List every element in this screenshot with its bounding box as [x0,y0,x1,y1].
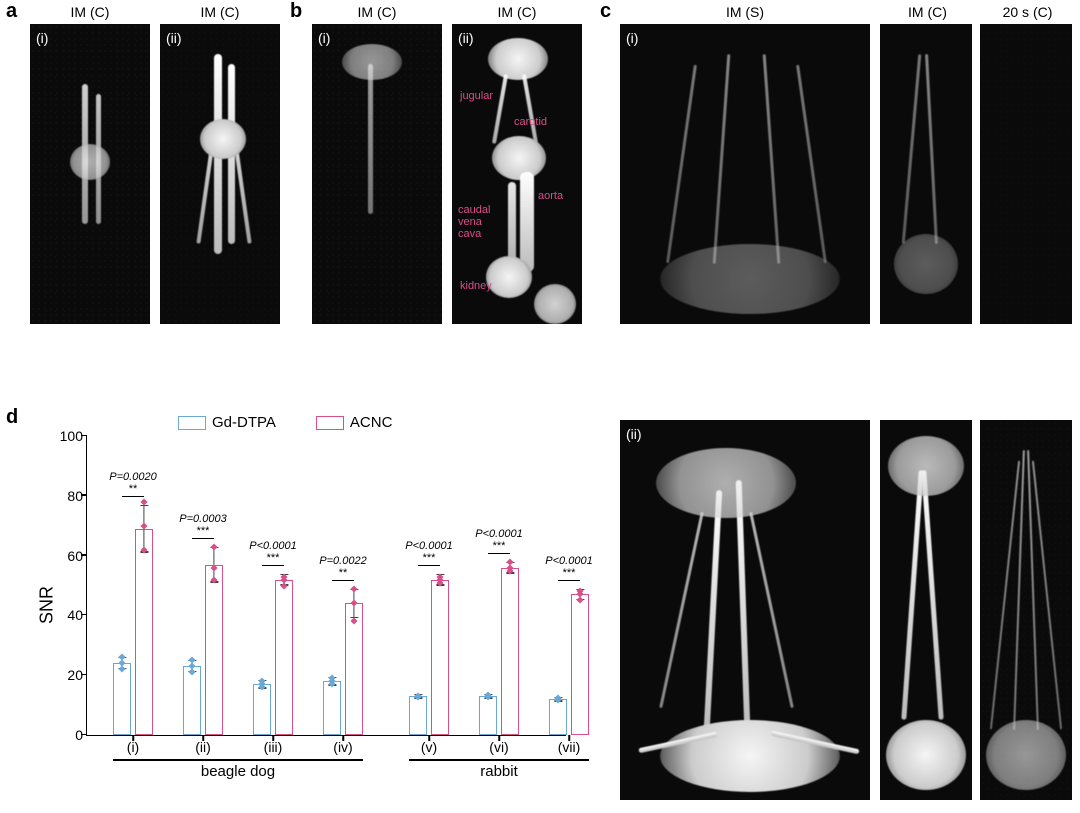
caption-c-1: IM (S) [620,4,870,20]
mri-b-i: (i) [312,24,442,324]
legend-label-gd: Gd-DTPA [212,414,276,431]
sublabel-b-ii: (ii) [458,30,474,46]
caption-a-ii: IM (C) [160,4,280,20]
sublabel-c-i: (i) [626,30,638,46]
panel-label-b: b [290,0,302,23]
panel-label-a: a [6,0,17,23]
caption-b-ii: IM (C) [452,4,582,20]
vlabel-carotid: carotid [514,116,547,128]
vlabel-aorta: aorta [538,190,563,202]
sublabel-b-i: (i) [318,30,330,46]
panel-label-d: d [6,406,18,429]
mri-c-i-c [880,24,972,324]
panel-label-c: c [600,0,611,23]
vlabel-cvc: caudal vena cava [458,204,490,240]
mri-c-ii-20s [980,420,1072,800]
snr-chart: SNR Gd-DTPA ACNC 020406080100(i)(ii)(iii… [28,410,588,800]
mri-a-ii: (ii) [160,24,280,324]
chart-ylabel: SNR [37,586,58,624]
mri-b-ii: (ii) jugular carotid aorta caudal vena c… [452,24,582,324]
vlabel-jugular: jugular [460,90,493,102]
legend-item-acnc: ACNC [316,414,393,431]
legend-item-gd: Gd-DTPA [178,414,276,431]
mri-c-ii-c [880,420,972,800]
sublabel-a-ii: (ii) [166,30,182,46]
caption-b-i: IM (C) [312,4,442,20]
mri-a-i: (i) [30,24,150,324]
sublabel-a-i: (i) [36,30,48,46]
vlabel-kidney: kidney [460,280,492,292]
chart-plot-area: 020406080100(i)(ii)(iii)(iv)(v)(vi)(vii)… [86,436,566,736]
legend-label-acnc: ACNC [350,414,393,431]
caption-c-3: 20 s (C) [980,4,1075,20]
mri-c-ii-s: (ii) [620,420,870,800]
mri-c-i-20s [980,24,1072,324]
caption-a-i: IM (C) [30,4,150,20]
chart-legend: Gd-DTPA ACNC [178,414,392,431]
sublabel-c-ii: (ii) [626,426,642,442]
mri-c-i-s: (i) [620,24,870,324]
caption-c-2: IM (C) [880,4,975,20]
